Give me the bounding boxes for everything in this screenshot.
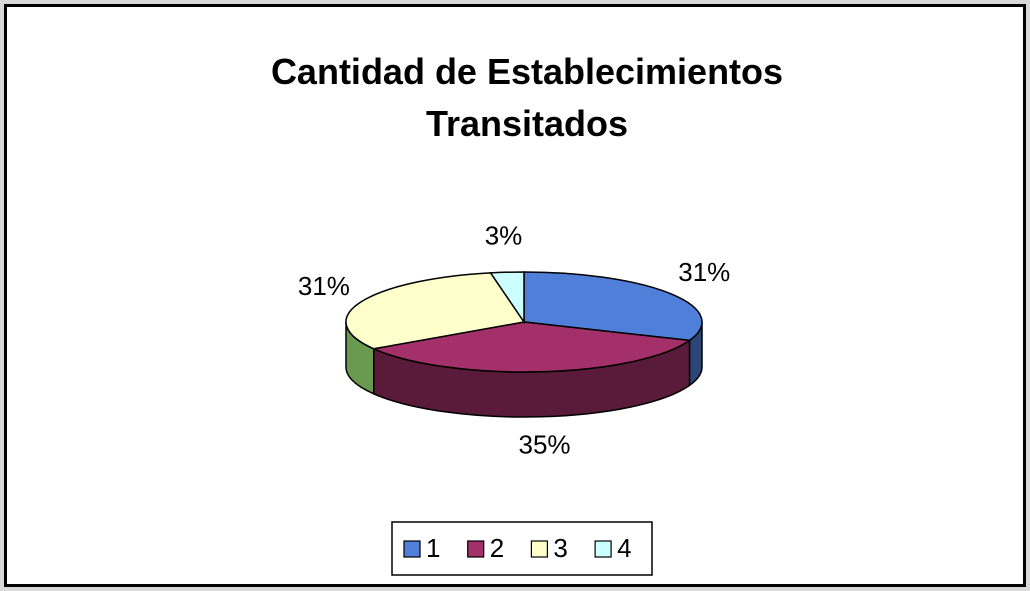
legend-swatch xyxy=(594,540,612,558)
chart-title: Cantidad de Establecimientos Transitados xyxy=(270,51,784,144)
data-label: 31% xyxy=(678,257,730,287)
pie-slice xyxy=(489,271,525,325)
legend-label: 3 xyxy=(553,533,567,563)
legend-swatch xyxy=(530,540,549,558)
legend-swatch xyxy=(467,540,485,558)
pie-slice xyxy=(371,321,692,373)
legend-label: 1 xyxy=(426,533,440,563)
data-label: 3% xyxy=(485,220,523,250)
pie-slice xyxy=(523,271,703,342)
data-label: 35% xyxy=(518,429,570,459)
legend-label: 4 xyxy=(617,533,631,563)
data-label: 31% xyxy=(298,271,350,301)
legend-swatch xyxy=(403,540,421,558)
legend-label: 2 xyxy=(490,533,504,563)
pie-slice xyxy=(345,272,526,350)
